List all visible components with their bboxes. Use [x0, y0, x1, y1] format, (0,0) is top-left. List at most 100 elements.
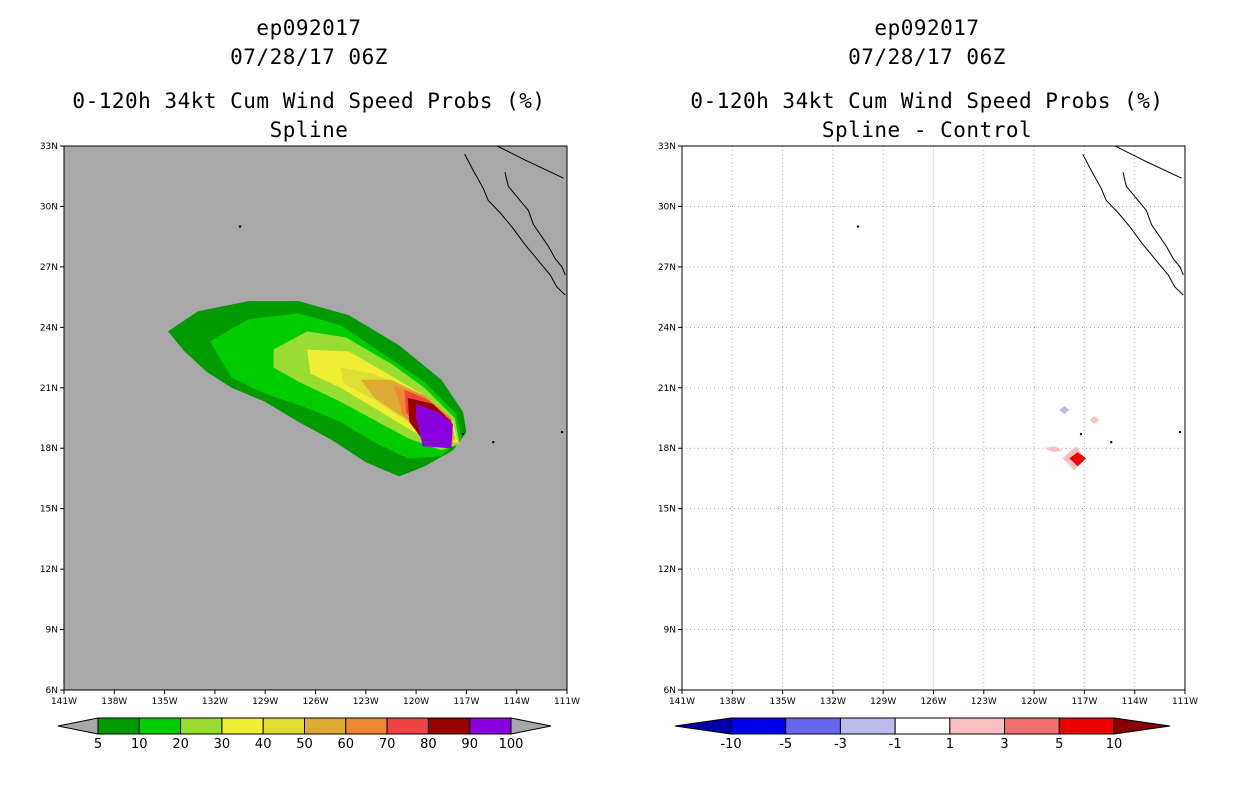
- y-tick-label: 9N: [664, 626, 676, 636]
- coastline: [1122, 172, 1184, 276]
- coastline: [1082, 153, 1184, 296]
- island: [1110, 440, 1113, 444]
- colorbar-swatch: [304, 717, 347, 735]
- colorbar-label: 1: [946, 737, 954, 752]
- colorbar-swatch: [427, 717, 471, 735]
- x-tick-label: 138W: [719, 697, 745, 707]
- x-tick-label: 111W: [554, 697, 580, 707]
- x-tick-label: 123W: [971, 697, 997, 707]
- y-tick-label: 33N: [658, 142, 676, 152]
- island: [1079, 432, 1083, 436]
- coastline: [1114, 146, 1182, 179]
- plot-area: [682, 146, 1185, 690]
- y-tick-label: 27N: [40, 263, 58, 273]
- y-tick-label: 24N: [658, 323, 676, 333]
- island: [238, 225, 242, 228]
- coastline: [496, 146, 564, 179]
- y-tick-label: 27N: [658, 263, 676, 273]
- colorbar-swatch: [138, 717, 182, 735]
- y-tick-label: 30N: [40, 202, 58, 212]
- x-tick-label: 120W: [1021, 697, 1047, 707]
- colorbar-swatch: [345, 717, 388, 735]
- x-tick-label: 117W: [1071, 697, 1097, 707]
- colorbar-label: 5: [94, 737, 102, 752]
- colorbar-label: 80: [420, 737, 437, 752]
- x-tick-label: 120W: [403, 697, 429, 707]
- island: [560, 430, 564, 434]
- colorbar-label: 90: [461, 737, 478, 752]
- x-tick-label: 111W: [1172, 697, 1198, 707]
- storm-id: ep092017: [256, 16, 362, 40]
- spline-map: 141W 138W 135W 132W 129W 126W 123W 120W 117W 114W…: [40, 142, 580, 752]
- colorbar-swatch: [839, 717, 896, 735]
- y-tick-label: 18N: [658, 444, 676, 454]
- colorbar-label: -10: [720, 737, 741, 752]
- contour--2: [1059, 405, 1070, 414]
- y-tick-label: 12N: [40, 565, 58, 575]
- y-tick-label: 18N: [40, 444, 58, 454]
- island: [492, 440, 495, 444]
- datetime: 07/28/17 06Z: [230, 45, 388, 69]
- datetime: 07/28/17 06Z: [848, 45, 1006, 69]
- y-tick-label: 33N: [40, 142, 58, 152]
- colorbar-label: 5: [1055, 737, 1063, 752]
- colorbar-label: 3: [1000, 737, 1008, 752]
- chart-title: 0-120h 34kt Cum Wind Speed Probs (%): [690, 89, 1164, 113]
- contour-2: [1089, 416, 1100, 424]
- x-tick-label: 135W: [152, 697, 178, 707]
- plot-area: [168, 146, 566, 477]
- colorbar-swatch: [262, 717, 306, 735]
- x-tick-label: 138W: [101, 697, 127, 707]
- chart-subtitle: Spline: [269, 118, 349, 142]
- y-tick-label: 15N: [658, 505, 676, 515]
- x-tick-label: 126W: [920, 697, 946, 707]
- contour-6: [1069, 452, 1087, 467]
- colorbar-label: -3: [834, 737, 847, 752]
- colorbar: 5 10 20 30 40 50 60 70 80 90 100: [57, 717, 552, 752]
- y-tick-label: 9N: [46, 626, 58, 636]
- colorbar-swatch: [97, 717, 140, 735]
- x-tick-label: 141W: [51, 697, 77, 707]
- diff-map: 141W 138W 135W 132W 129W 126W 123W 120W 117W 114W…: [658, 142, 1198, 752]
- colorbar-swatch: [730, 717, 787, 735]
- colorbar-label: -5: [779, 737, 792, 752]
- y-tick-label: 15N: [40, 505, 58, 515]
- colorbar-upper-arrow: [1113, 717, 1171, 735]
- chart-title: 0-120h 34kt Cum Wind Speed Probs (%): [72, 89, 546, 113]
- colorbar-swatch: [386, 717, 429, 735]
- colorbar-swatch: [1058, 717, 1115, 735]
- x-tick-label: 129W: [252, 697, 278, 707]
- x-tick-label: 141W: [669, 697, 695, 707]
- x-tick-label: 132W: [820, 697, 846, 707]
- y-tick-label: 21N: [658, 384, 676, 394]
- colorbar-lower-arrow: [674, 717, 732, 735]
- y-tick-label: 24N: [40, 323, 58, 333]
- storm-id: ep092017: [874, 16, 980, 40]
- colorbar-upper-arrow: [510, 717, 552, 735]
- colorbar-label: 10: [131, 737, 148, 752]
- x-tick-label: 123W: [353, 697, 379, 707]
- colorbar-label: 70: [379, 737, 396, 752]
- x-tick-label: 135W: [770, 697, 796, 707]
- island: [1178, 430, 1182, 434]
- coastline: [504, 172, 566, 276]
- colorbar-swatch: [180, 717, 223, 735]
- x-tick-label: 117W: [453, 697, 479, 707]
- x-tick-label: 114W: [1122, 697, 1148, 707]
- y-tick-label: 6N: [664, 686, 676, 696]
- contour-2: [1044, 446, 1063, 453]
- colorbar-label: 60: [338, 737, 355, 752]
- x-tick-label: 126W: [302, 697, 328, 707]
- coastline: [464, 153, 566, 296]
- colorbar-swatch: [785, 717, 841, 735]
- colorbar-swatch: [221, 717, 264, 735]
- colorbar-label: 100: [499, 737, 524, 752]
- colorbar-label: 20: [172, 737, 189, 752]
- y-tick-label: 30N: [658, 202, 676, 212]
- colorbar-swatch: [949, 717, 1006, 735]
- x-tick-label: 132W: [202, 697, 228, 707]
- colorbar-label: 30: [214, 737, 231, 752]
- y-tick-label: 12N: [658, 565, 676, 575]
- colorbar-label: 40: [255, 737, 272, 752]
- colorbar-label: 10: [1106, 737, 1123, 752]
